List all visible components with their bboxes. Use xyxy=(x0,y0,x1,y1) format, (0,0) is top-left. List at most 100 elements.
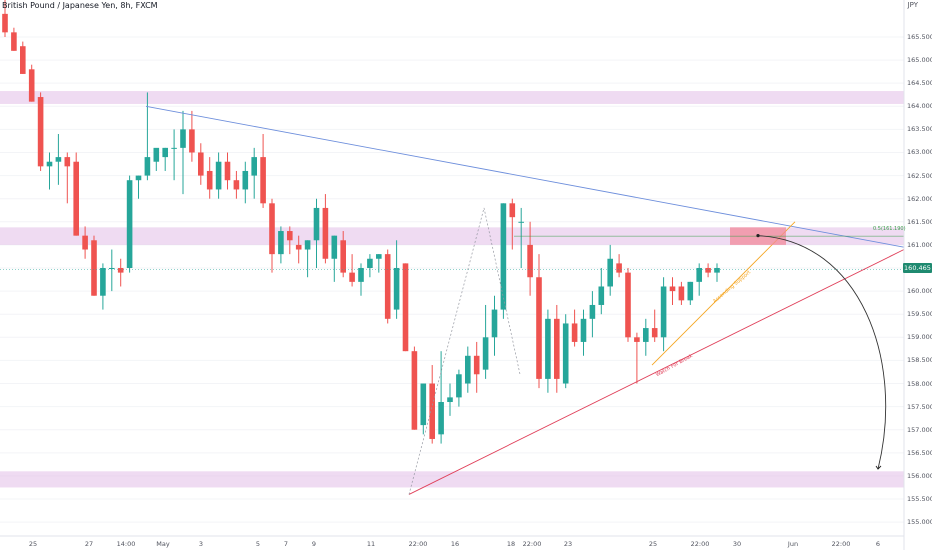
candle-body xyxy=(295,244,302,250)
time-tick-label: 3 xyxy=(198,540,204,548)
candle xyxy=(242,161,249,204)
support-trendline xyxy=(651,221,796,366)
price-tick-label: 155.500 xyxy=(907,495,932,504)
price-tick-label: 156.500 xyxy=(907,448,932,457)
candle-body xyxy=(598,286,605,305)
candle xyxy=(340,231,346,278)
price-tick-label: 165.000 xyxy=(907,56,932,65)
candle xyxy=(536,254,542,389)
candle-body xyxy=(607,258,613,287)
candle xyxy=(100,263,106,310)
candle xyxy=(2,0,8,37)
candle-body xyxy=(678,286,685,301)
candle-body xyxy=(82,235,88,250)
candle-body xyxy=(500,203,507,310)
candle-body xyxy=(233,180,240,190)
time-tick-label: 22:00 xyxy=(408,540,428,548)
candle xyxy=(358,263,364,296)
candle-body xyxy=(100,268,106,296)
candle xyxy=(518,207,524,268)
candle xyxy=(28,64,35,102)
candle xyxy=(367,254,373,278)
chart-title: British Pound / Japanese Yen, 8h, FXCM xyxy=(2,1,158,10)
candle xyxy=(660,277,667,352)
candle-body xyxy=(651,328,658,338)
candle-body xyxy=(144,157,151,176)
candle xyxy=(287,226,293,255)
candle xyxy=(643,318,649,356)
price-tick-label: 161.500 xyxy=(907,217,932,226)
time-tick-label: Jun xyxy=(787,540,799,548)
candle-body xyxy=(367,258,373,268)
candle xyxy=(331,235,338,282)
last-price-badge: 160.465 xyxy=(903,263,932,273)
resistance-support-zones xyxy=(0,91,904,488)
time-tick-label: 6 xyxy=(875,540,881,548)
time-tick-label: May xyxy=(156,540,170,548)
candle-body xyxy=(117,268,124,273)
candle xyxy=(554,304,560,393)
candle xyxy=(126,175,133,273)
candle-body xyxy=(518,221,524,223)
candle-body xyxy=(2,13,8,33)
candle xyxy=(705,263,711,278)
candle xyxy=(571,309,578,347)
price-tick-label: 155.000 xyxy=(907,518,932,527)
time-tick-label: 25 xyxy=(28,540,38,548)
candle-body xyxy=(46,161,53,167)
price-tick-label: 161.000 xyxy=(907,240,932,249)
time-tick-label: 7 xyxy=(283,540,289,548)
candle-body xyxy=(180,129,186,148)
pattern-dashes xyxy=(408,207,521,495)
candle-body xyxy=(135,175,142,181)
price-tick-label: 163.500 xyxy=(907,125,932,134)
candle xyxy=(11,27,17,51)
candle-body xyxy=(322,207,329,259)
time-tick-label: 14:00 xyxy=(116,540,136,548)
candle-body xyxy=(55,157,62,162)
candle xyxy=(696,263,702,296)
time-tick-label: 23 xyxy=(563,540,573,548)
candle-body xyxy=(402,263,409,352)
candle-body xyxy=(527,244,533,278)
candle xyxy=(545,309,551,393)
candle xyxy=(634,332,640,384)
candle xyxy=(135,175,142,199)
candle xyxy=(714,263,720,282)
candle xyxy=(411,346,418,430)
candle xyxy=(215,152,222,199)
candle-body xyxy=(11,32,17,51)
candle xyxy=(278,226,284,264)
candle-body xyxy=(251,157,257,176)
candle-body xyxy=(429,383,435,439)
price-tick-label: 156.000 xyxy=(907,471,932,480)
candle xyxy=(260,134,266,208)
candle-body xyxy=(420,383,427,426)
time-tick-label: 16 xyxy=(450,540,460,548)
price-tick-label: 165.500 xyxy=(907,32,932,41)
candle-body xyxy=(696,268,702,282)
candle-body xyxy=(287,231,293,241)
candle-body xyxy=(714,268,720,273)
price-tick-label: 164.000 xyxy=(907,102,932,111)
price-tick-label: 162.500 xyxy=(907,171,932,180)
candle-body xyxy=(349,272,355,282)
candle-body xyxy=(669,286,676,292)
candle xyxy=(651,309,658,342)
candle-body xyxy=(580,318,587,342)
candle-body xyxy=(376,254,382,259)
candle-body xyxy=(384,254,391,319)
candle-body xyxy=(91,240,97,296)
candle xyxy=(144,92,151,181)
candlestick-series xyxy=(0,0,904,444)
candle xyxy=(91,235,97,296)
candle xyxy=(171,129,177,181)
candle xyxy=(269,198,275,273)
price-tick-label: 164.500 xyxy=(907,79,932,88)
candle xyxy=(625,268,631,342)
chart-drawings xyxy=(145,105,905,495)
candle-body xyxy=(687,281,694,301)
price-tick-label: 158.500 xyxy=(907,356,932,365)
descending-trendline xyxy=(145,105,905,248)
